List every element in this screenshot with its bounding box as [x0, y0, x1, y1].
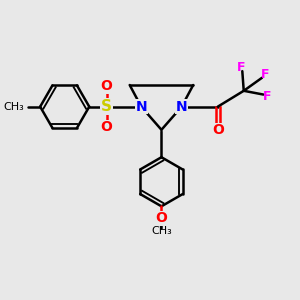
Text: O: O — [155, 212, 167, 225]
Text: S: S — [101, 99, 112, 114]
Text: N: N — [176, 100, 188, 114]
Text: N: N — [135, 100, 147, 114]
Text: CH₃: CH₃ — [151, 226, 172, 236]
Text: F: F — [261, 68, 270, 81]
Text: O: O — [212, 123, 224, 137]
Text: O: O — [100, 120, 112, 134]
Text: F: F — [262, 90, 271, 103]
Text: F: F — [237, 61, 245, 74]
Text: O: O — [100, 80, 112, 94]
Text: CH₃: CH₃ — [4, 102, 24, 112]
